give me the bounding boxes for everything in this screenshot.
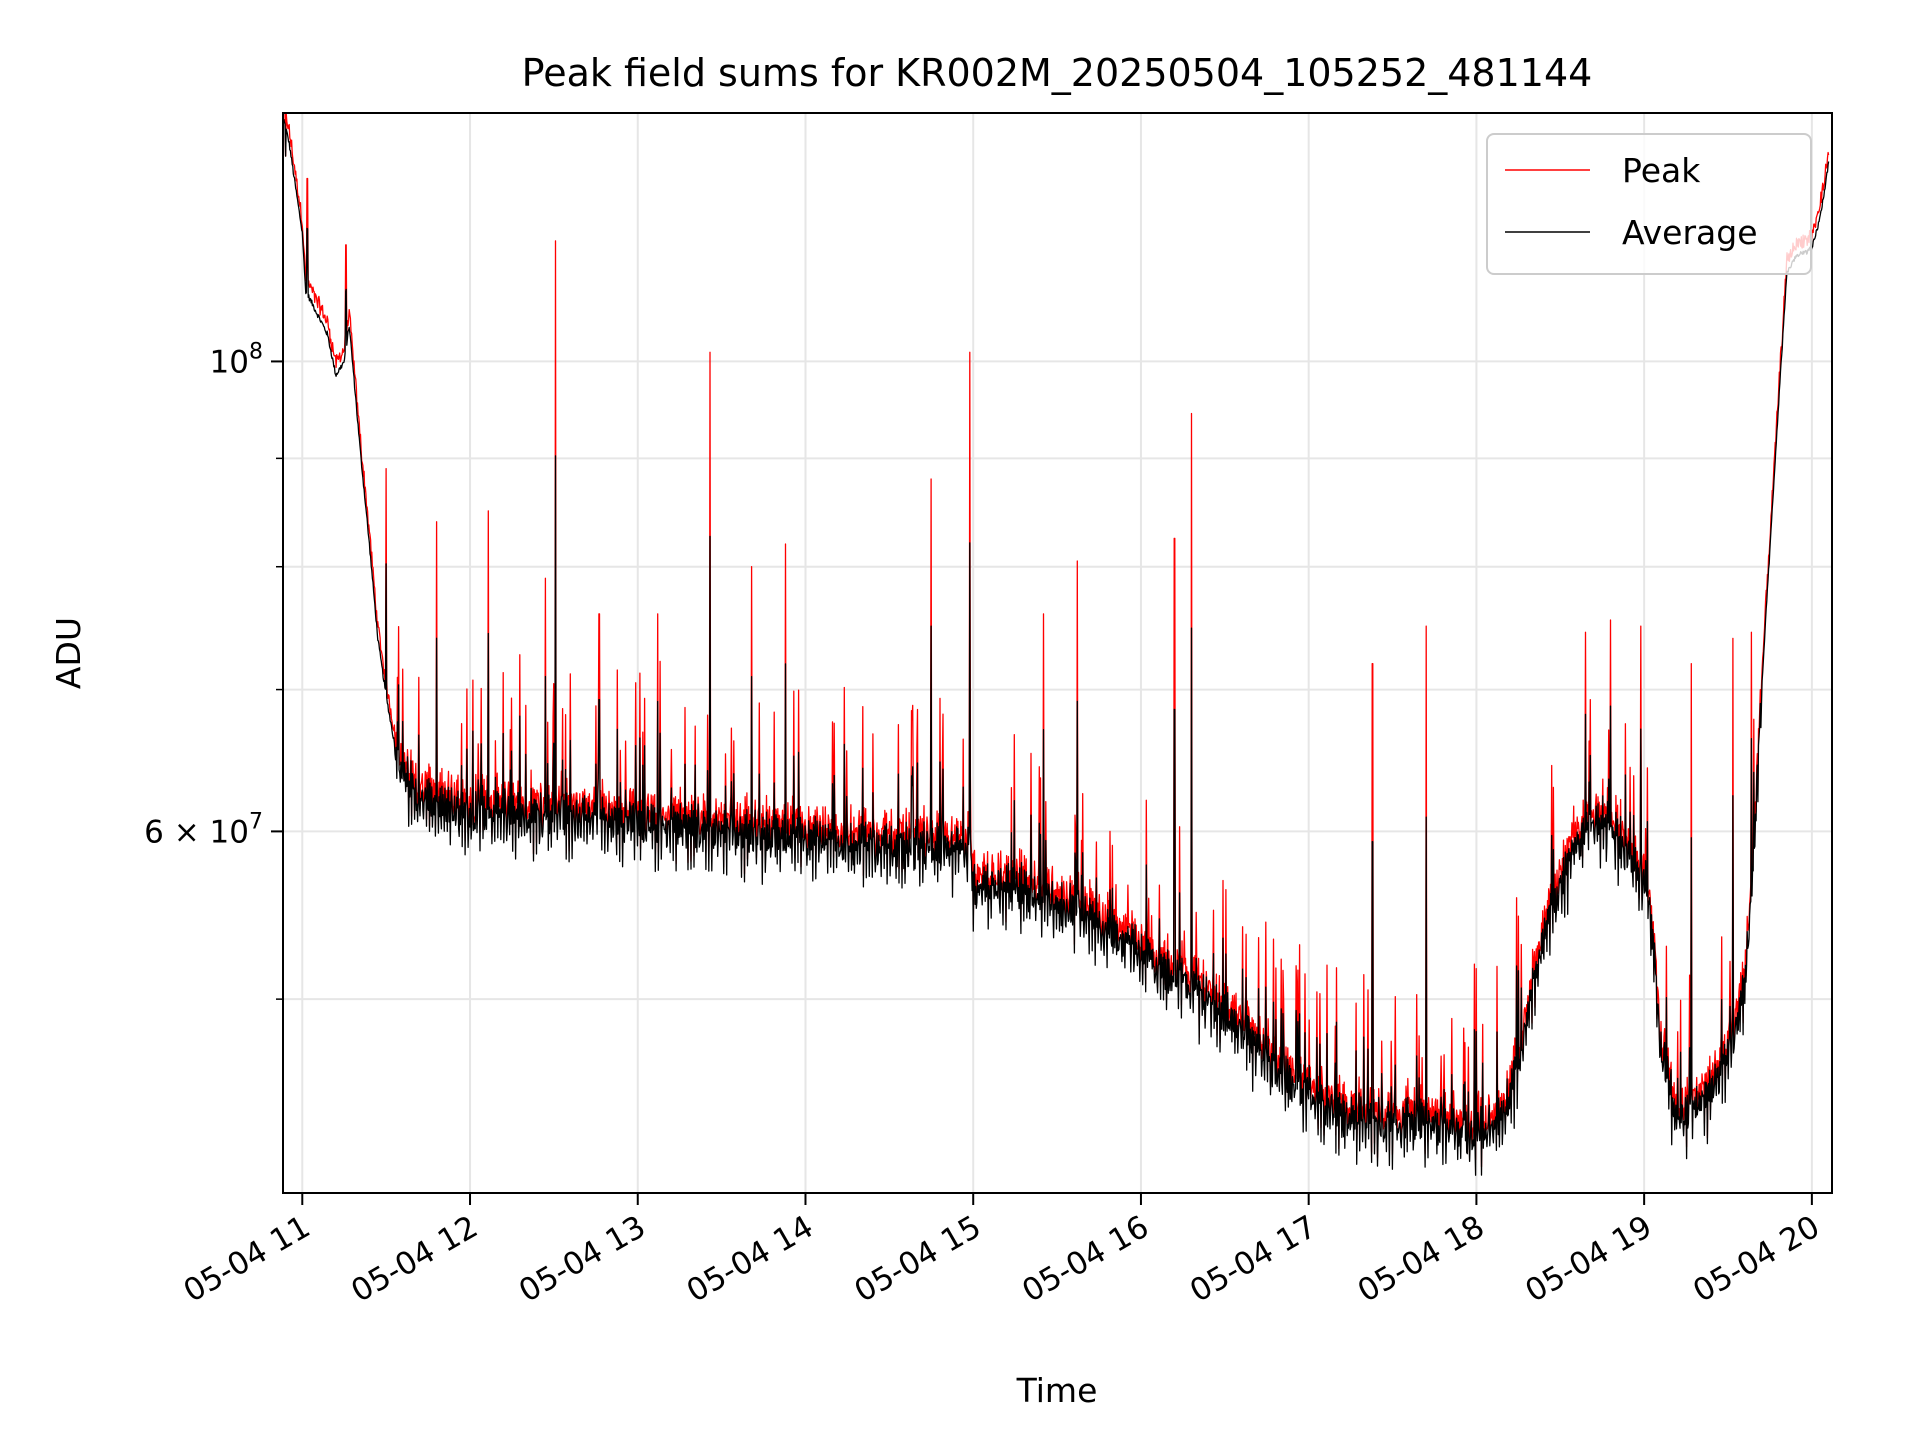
legend-label-average: Average — [1622, 213, 1758, 252]
y-tick-label: 6 × 107 — [144, 809, 263, 850]
x-axis-label: Time — [1016, 1371, 1098, 1410]
y-axis: 108 6 × 107 — [144, 339, 283, 1000]
y-tick-label: 108 — [210, 339, 263, 380]
plot-frame — [282, 112, 1833, 1194]
chart-title: Peak field sums for KR002M_20250504_1052… — [522, 51, 1593, 95]
legend-box — [1486, 133, 1812, 275]
legend: Peak Average — [1486, 133, 1812, 275]
series-layer — [283, 112, 1830, 1176]
y-axis-label: ADU — [49, 617, 88, 689]
legend-label-peak: Peak — [1622, 151, 1701, 190]
series-line-average — [283, 119, 1830, 1176]
